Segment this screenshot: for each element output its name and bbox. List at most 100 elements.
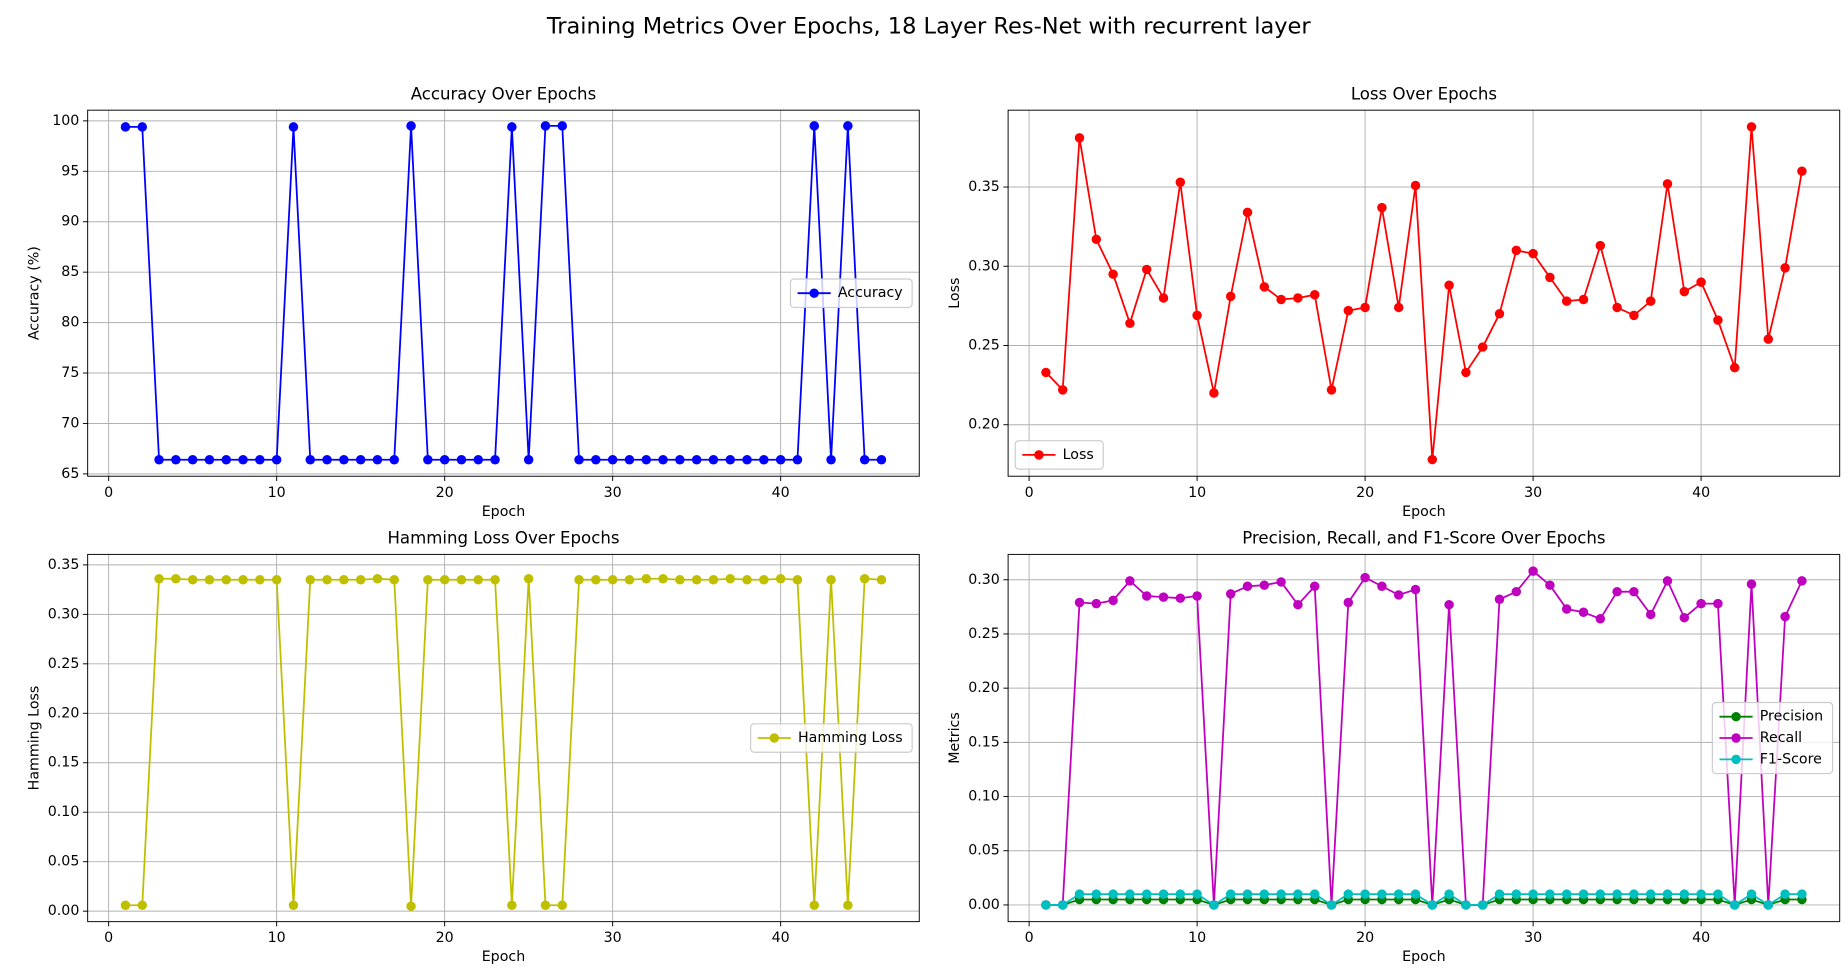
data-point (1192, 889, 1202, 899)
data-point (641, 574, 651, 584)
series-line (125, 125, 882, 461)
data-point (288, 122, 299, 132)
x-tick-label: 10 (1188, 930, 1206, 946)
data-point (1242, 581, 1253, 592)
x-tick-label: 40 (772, 485, 790, 501)
y-tick-label: 0.10 (968, 789, 1000, 805)
legend-frame (750, 723, 913, 753)
y-tick-label: 0.25 (48, 656, 80, 672)
data-point (591, 455, 601, 465)
data-point (1746, 889, 1757, 899)
data-point (305, 574, 315, 585)
series-line (1045, 893, 1802, 906)
data-point (1360, 572, 1370, 583)
data-point (859, 574, 870, 584)
data-point (1662, 179, 1673, 189)
data-point (1225, 589, 1236, 599)
data-point (1629, 889, 1639, 899)
data-point (255, 455, 265, 465)
x-axis-label: Epoch (1402, 504, 1446, 520)
y-tick-label: 0.25 (968, 337, 1000, 353)
data-point (1780, 889, 1790, 899)
data-point (1242, 207, 1253, 218)
data-point (826, 455, 836, 465)
data-point (1780, 611, 1790, 622)
data-point (1108, 889, 1118, 899)
data-point (1545, 272, 1555, 283)
axes-frame (1007, 109, 1841, 477)
data-point (456, 455, 467, 465)
data-point (507, 900, 517, 910)
data-point (1410, 180, 1421, 191)
data-point (1629, 586, 1639, 597)
x-tick-label: 10 (1188, 485, 1206, 501)
data-point (238, 574, 248, 585)
legend-frame (789, 278, 913, 309)
y-tick-label: 75 (61, 365, 79, 381)
y-axis-label: Loss (947, 278, 963, 309)
legend-label: Accuracy (838, 285, 903, 301)
legend-swatch-marker (1034, 450, 1044, 460)
data-point (1729, 362, 1740, 373)
data-point (1696, 889, 1706, 899)
data-point (1595, 240, 1606, 251)
data-point (288, 900, 299, 910)
data-point (1125, 318, 1135, 329)
legend: Loss (1014, 440, 1104, 470)
data-point (423, 455, 433, 465)
series-line (1045, 570, 1803, 906)
legend-label: Hamming Loss (798, 730, 903, 746)
data-point (339, 455, 349, 465)
data-point (1125, 576, 1135, 586)
data-point (1309, 889, 1320, 899)
subplot: 0 10 20 30 40 0.20 0.25 0.30 0.35 Loss Over Epoch… (947, 84, 1841, 520)
data-point (1041, 900, 1051, 910)
data-point (1528, 889, 1538, 899)
data-point (1713, 598, 1723, 609)
data-point (389, 574, 399, 585)
data-point (1494, 594, 1505, 605)
y-axis-label: Hamming Loss (26, 686, 42, 791)
data-point (423, 574, 433, 585)
data-point (1763, 334, 1774, 344)
data-point (843, 900, 853, 910)
data-point (1293, 599, 1303, 610)
data-point (406, 121, 416, 131)
data-point (1545, 889, 1555, 899)
data-point (1259, 580, 1270, 590)
data-point (1360, 302, 1370, 313)
data-point (490, 455, 500, 465)
data-point (1427, 454, 1438, 465)
data-point (775, 455, 786, 465)
data-point (691, 574, 702, 585)
data-point (1645, 296, 1656, 306)
x-tick-label: 0 (1025, 930, 1034, 946)
data-point (775, 574, 786, 584)
y-tick-label: 0.00 (968, 897, 1000, 913)
data-point (339, 574, 349, 585)
series-line (1045, 898, 1802, 906)
subplot: 0 10 20 30 40 0.00 0.05 0.10 0.15 0.20 0.25 0.30 0.3… (26, 529, 920, 965)
y-tick-label: 0.05 (48, 854, 80, 870)
data-point (187, 574, 198, 585)
y-tick-label: 0.25 (968, 626, 1000, 642)
y-tick-label: 0.30 (48, 606, 80, 622)
data-point (708, 455, 719, 465)
data-point (1477, 342, 1488, 352)
data-point (473, 455, 483, 465)
series-line (1045, 125, 1803, 461)
data-point (675, 574, 685, 585)
data-point (1545, 580, 1555, 590)
data-point (1293, 293, 1303, 303)
data-point (1309, 581, 1320, 592)
data-point (1293, 889, 1303, 899)
data-point (1057, 385, 1068, 395)
data-point (607, 455, 618, 465)
data-point (1175, 889, 1186, 899)
x-tick-label: 0 (104, 930, 113, 946)
x-tick-label: 30 (1524, 485, 1542, 501)
data-point (1561, 889, 1572, 899)
data-point (1578, 294, 1589, 305)
data-point (1629, 310, 1639, 321)
